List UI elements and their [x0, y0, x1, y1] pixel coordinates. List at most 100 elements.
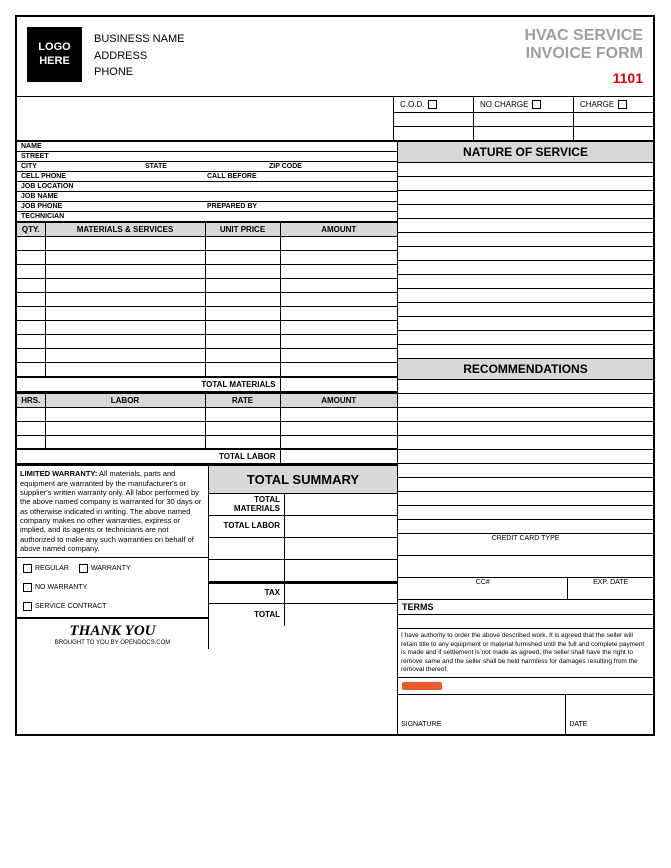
business-name: BUSINESS NAME	[94, 31, 184, 48]
rec-row[interactable]	[398, 506, 653, 520]
terms-header: TERMS	[398, 600, 653, 615]
right-column: NATURE OF SERVICE RECOMMENDATIONS	[397, 142, 653, 734]
rec-row[interactable]	[398, 450, 653, 464]
nature-row[interactable]	[398, 261, 653, 275]
sum-total-val[interactable]	[285, 604, 397, 626]
charge-cell: CHARGE	[573, 97, 653, 112]
sum-total-label: TOTAL	[209, 604, 285, 626]
labor-row[interactable]	[17, 435, 397, 449]
warranty-flag[interactable]: WARRANTY	[79, 564, 131, 573]
materials-row[interactable]	[17, 363, 397, 377]
business-phone: PHONE	[94, 64, 184, 81]
rec-row[interactable]	[398, 436, 653, 450]
warranty-left: LIMITED WARRANTY: All materials, parts a…	[17, 466, 209, 648]
total-materials-row: TOTAL MATERIALS	[17, 377, 397, 392]
business-block: BUSINESS NAME ADDRESS PHONE	[94, 27, 184, 86]
nature-row[interactable]	[398, 177, 653, 191]
nature-row[interactable]	[398, 205, 653, 219]
nature-header: NATURE OF SERVICE	[398, 142, 653, 163]
materials-row[interactable]	[17, 349, 397, 363]
left-column: NAME STREET CITY STATE ZIP CODE CELL PHO…	[17, 142, 397, 734]
rec-row[interactable]	[398, 464, 653, 478]
nature-row[interactable]	[398, 233, 653, 247]
materials-row[interactable]	[17, 279, 397, 293]
job-location[interactable]: JOB LOCATION	[17, 182, 397, 192]
cc-type-row[interactable]: CREDIT CARD TYPE	[398, 534, 653, 556]
nature-row[interactable]	[398, 191, 653, 205]
sum-materials-val[interactable]	[285, 494, 397, 515]
cc-blank[interactable]	[398, 556, 653, 578]
phone-row[interactable]: CELL PHONE CALL BEFORE	[17, 172, 397, 182]
rec-row[interactable]	[398, 492, 653, 506]
nature-row[interactable]	[398, 317, 653, 331]
materials-row[interactable]	[17, 307, 397, 321]
rec-row[interactable]	[398, 380, 653, 394]
city-state-zip[interactable]: CITY STATE ZIP CODE	[17, 162, 397, 172]
job-phone-row[interactable]: JOB PHONE PREPARED BY	[17, 202, 397, 212]
materials-header: MATERIALS & SERVICES	[45, 222, 205, 237]
name-field[interactable]: NAME	[17, 142, 397, 152]
materials-row[interactable]	[17, 265, 397, 279]
labor-amount-header: AMOUNT	[280, 393, 397, 408]
title-block: HVAC SERVICE INVOICE FORM 1101	[524, 27, 643, 86]
materials-row[interactable]	[17, 335, 397, 349]
rec-row[interactable]	[398, 478, 653, 492]
nature-row[interactable]	[398, 219, 653, 233]
labor-row[interactable]	[17, 421, 397, 435]
nature-row[interactable]	[398, 163, 653, 177]
charge-type-row: C.O.D. NO CHARGE CHARGE	[17, 96, 653, 112]
recommendations-header: RECOMMENDATIONS	[398, 359, 653, 380]
nature-row[interactable]	[398, 345, 653, 359]
sum-labor-label: TOTAL LABOR	[209, 516, 285, 537]
charge-label: CHARGE	[580, 100, 614, 109]
rate-header: RATE	[205, 393, 280, 408]
no-charge-checkbox[interactable]	[532, 100, 541, 109]
labor-table: HRS. LABOR RATE AMOUNT TOTAL LABOR	[17, 392, 397, 465]
sum-labor-val[interactable]	[285, 516, 397, 537]
nature-row[interactable]	[398, 275, 653, 289]
regular-flag[interactable]: REGULAR	[23, 564, 69, 573]
warranty-text: LIMITED WARRANTY: All materials, parts a…	[17, 466, 208, 556]
sum-tax-label: TAX	[209, 584, 285, 603]
rec-row[interactable]	[398, 394, 653, 408]
sum-tax-val[interactable]	[285, 584, 397, 603]
logo-placeholder: LOGO HERE	[27, 27, 82, 82]
rec-row[interactable]	[398, 408, 653, 422]
rec-row[interactable]	[398, 422, 653, 436]
job-name[interactable]: JOB NAME	[17, 192, 397, 202]
unit-price-header: UNIT PRICE	[205, 222, 280, 237]
materials-row[interactable]	[17, 237, 397, 251]
nature-row[interactable]	[398, 331, 653, 345]
charge-checkbox[interactable]	[618, 100, 627, 109]
signature-field[interactable]: SIGNATURE	[398, 695, 565, 734]
materials-row[interactable]	[17, 321, 397, 335]
nature-row[interactable]	[398, 247, 653, 261]
nature-row[interactable]	[398, 289, 653, 303]
date-field[interactable]: DATE	[565, 695, 653, 734]
invoice-number: 1101	[524, 70, 643, 86]
header-left: LOGO HERE BUSINESS NAME ADDRESS PHONE	[27, 27, 184, 86]
rec-row[interactable]	[398, 520, 653, 534]
labor-header: LABOR	[45, 393, 205, 408]
red-marker-icon	[402, 682, 442, 690]
cod-checkbox[interactable]	[428, 100, 437, 109]
hrs-header: HRS.	[17, 393, 45, 408]
terms-row[interactable]	[398, 615, 653, 629]
street-field[interactable]: STREET	[17, 152, 397, 162]
labor-row[interactable]	[17, 407, 397, 421]
technician[interactable]: TECHNICIAN	[17, 212, 397, 221]
nature-row[interactable]	[398, 303, 653, 317]
no-charge-label: NO CHARGE	[480, 100, 528, 109]
materials-row[interactable]	[17, 293, 397, 307]
warranty-summary-block: LIMITED WARRANTY: All materials, parts a…	[17, 464, 397, 648]
cod-cell: C.O.D.	[393, 97, 473, 112]
no-warranty-flag[interactable]: NO WARRANTY	[23, 583, 87, 592]
materials-row[interactable]	[17, 251, 397, 265]
invoice-form: LOGO HERE BUSINESS NAME ADDRESS PHONE HV…	[15, 15, 655, 736]
no-charge-cell: NO CHARGE	[473, 97, 573, 112]
form-title-1: HVAC SERVICE	[524, 27, 643, 45]
logo-line1: LOGO	[38, 41, 70, 54]
service-contract-flag[interactable]: SERVICE CONTRACT	[23, 602, 202, 611]
signature-row: SIGNATURE DATE	[398, 694, 653, 734]
cc-number-row[interactable]: CC# EXP. DATE	[398, 578, 653, 600]
